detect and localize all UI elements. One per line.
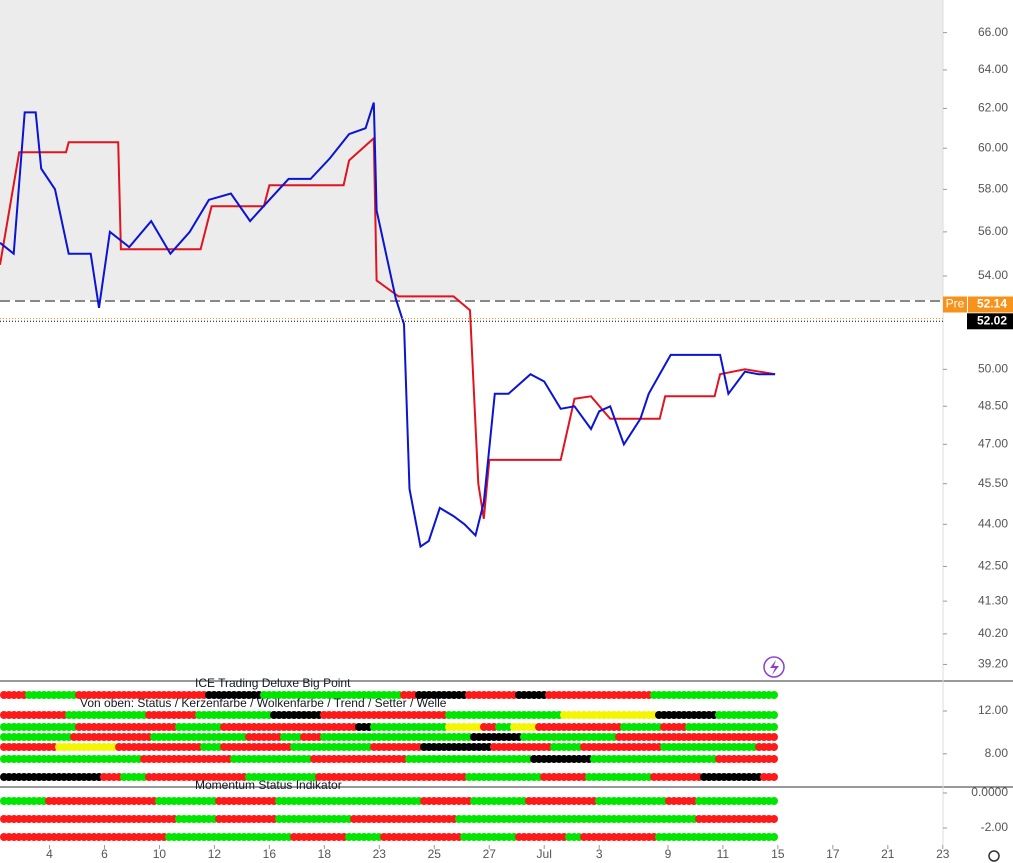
y-tick-label: 8.00	[985, 746, 1009, 760]
x-tick-label: 16	[263, 847, 277, 861]
y-tick-label: 48.50	[978, 398, 1008, 412]
x-tick-label: 21	[881, 847, 895, 861]
price-tag-value: 52.14	[977, 297, 1007, 311]
icon[interactable]	[770, 660, 779, 675]
series-line	[0, 135, 776, 519]
x-tick-label: 4	[46, 847, 53, 861]
x-tick-label: 12	[208, 847, 222, 861]
y-tick-label: 44.00	[978, 517, 1008, 531]
x-tick-label: 11	[717, 847, 730, 861]
indicator-dot	[770, 743, 778, 751]
y-tick-label: 56.00	[978, 224, 1008, 238]
x-tick-label: 15	[771, 847, 785, 861]
y-tick-label: 12.00	[978, 703, 1008, 717]
y-tick-label: 62.00	[978, 101, 1008, 115]
y-tick-label: 39.20	[978, 657, 1008, 671]
y-tick-label: 41.30	[978, 593, 1008, 607]
shaded-area	[0, 0, 943, 300]
y-tick-label: 58.00	[978, 182, 1008, 196]
y-tick-label: 0.0000	[971, 785, 1008, 799]
price-tag-label: Pre	[946, 297, 965, 311]
price-tag	[943, 296, 1013, 313]
x-tick-label: 10	[153, 847, 167, 861]
x-tick-label: 6	[101, 847, 108, 861]
x-tick-label: 3	[596, 847, 603, 861]
indicator-dot	[770, 815, 778, 823]
x-tick-label: 23	[373, 847, 387, 861]
indicator-dot	[770, 773, 778, 781]
y-tick-label: 50.00	[978, 361, 1008, 375]
indicator-dot	[770, 755, 778, 763]
indicator-dots	[0, 691, 778, 841]
x-tick-label: 23	[936, 847, 950, 861]
y-tick-label: 47.00	[978, 437, 1008, 451]
indicator-dot	[770, 833, 778, 841]
y-tick-label: -2.00	[981, 820, 1009, 834]
y-tick-label: 64.00	[978, 62, 1008, 76]
y-tick-label: 45.50	[978, 476, 1008, 490]
indicator-subtitle: Von oben: Status / Kerzenfarbe / Wolkenf…	[80, 696, 447, 710]
x-tick-label: Jul	[537, 847, 552, 861]
indicator-title: ICE Trading Deluxe Big Point	[195, 676, 351, 690]
x-tick-label: 27	[483, 847, 497, 861]
indicator-dot	[770, 711, 778, 719]
y-tick-label: 66.00	[978, 25, 1008, 39]
price-tag-divider	[967, 296, 968, 313]
x-tick-label: 17	[826, 847, 840, 861]
price-tag	[967, 313, 1013, 330]
y-tick-label: 60.00	[978, 140, 1008, 154]
indicator-dot	[770, 733, 778, 741]
series-line	[0, 102, 776, 549]
x-tick-label: 9	[665, 847, 672, 861]
x-tick-label: 25	[428, 847, 442, 861]
y-tick-label: 42.50	[978, 559, 1008, 573]
settings-icon[interactable]	[988, 850, 1000, 862]
x-tick-label: 18	[318, 847, 332, 861]
indicator-dot	[770, 797, 778, 805]
indicator-dot	[770, 723, 778, 731]
y-tick-label: 40.20	[978, 626, 1008, 640]
y-tick-label: 54.00	[978, 268, 1008, 282]
indicator-dot	[770, 691, 778, 699]
indicator-title: Momentum Status Indikator	[195, 778, 342, 792]
icon[interactable]	[763, 656, 785, 678]
price-tag-value: 52.02	[977, 313, 1007, 327]
